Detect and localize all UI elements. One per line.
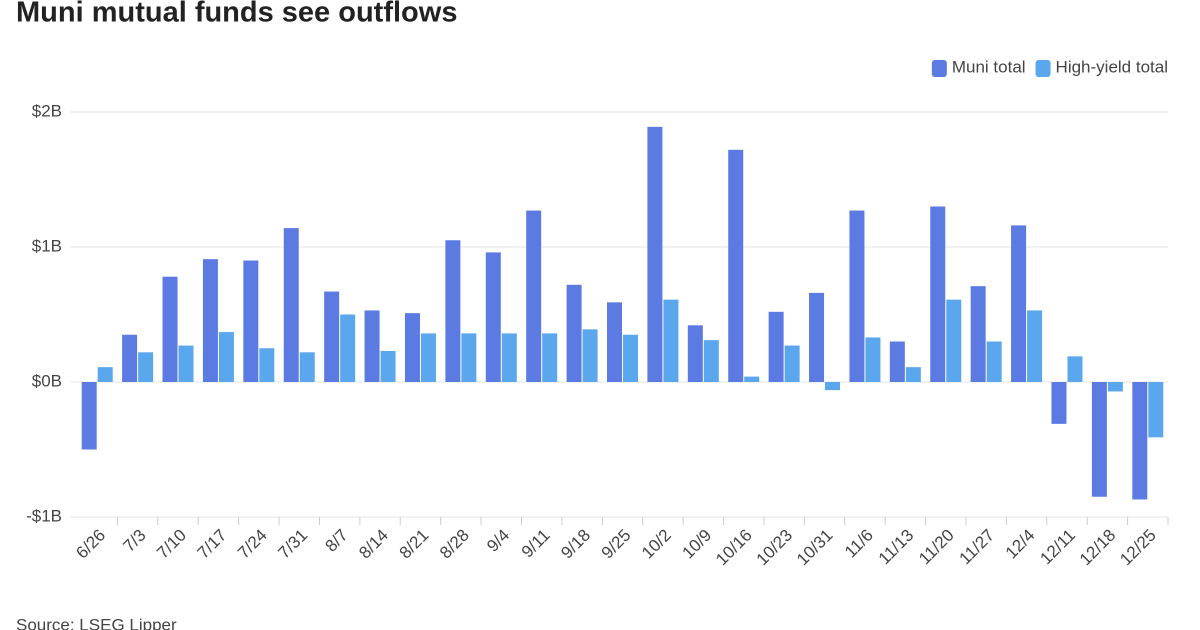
y-tick-label: $1B bbox=[32, 236, 62, 255]
bar bbox=[582, 329, 598, 382]
bar bbox=[404, 313, 420, 382]
x-tick-label: 7/10 bbox=[153, 526, 190, 563]
bar bbox=[138, 352, 154, 382]
bar bbox=[986, 341, 1002, 382]
x-tick-label: 7/3 bbox=[119, 526, 149, 556]
x-tick-label: 12/18 bbox=[1076, 526, 1120, 570]
bar bbox=[930, 206, 946, 382]
bar bbox=[768, 311, 784, 382]
bar bbox=[501, 333, 517, 382]
x-tick-label: 8/21 bbox=[396, 526, 433, 563]
bar bbox=[623, 334, 638, 382]
x-tick-label: 7/31 bbox=[274, 526, 311, 563]
x-tick-label: 10/23 bbox=[753, 526, 797, 570]
x-tick-label: 11/20 bbox=[915, 526, 958, 569]
x-tick-label: 8/7 bbox=[321, 526, 351, 556]
bar bbox=[243, 260, 259, 382]
bar bbox=[865, 337, 881, 382]
source: Source: LSEG Lipper bbox=[16, 615, 177, 630]
bar bbox=[647, 126, 663, 382]
bar bbox=[703, 340, 719, 382]
bar bbox=[202, 259, 218, 382]
legend-swatch bbox=[931, 60, 947, 77]
bar bbox=[1027, 310, 1043, 382]
x-tick-label: 9/18 bbox=[557, 526, 594, 563]
bar bbox=[324, 291, 340, 382]
bar bbox=[283, 228, 299, 382]
x-tick-label: 12/11 bbox=[1036, 526, 1079, 569]
x-tick-label: 11/6 bbox=[841, 526, 877, 562]
x-tick-label: 11/13 bbox=[875, 526, 918, 569]
bar bbox=[420, 333, 436, 382]
bar bbox=[485, 252, 501, 382]
y-tick-label: $2B bbox=[32, 101, 62, 120]
x-tick-label: 7/17 bbox=[194, 526, 231, 563]
bar bbox=[162, 276, 178, 382]
bar bbox=[1051, 382, 1067, 424]
x-tick-label: 8/14 bbox=[355, 526, 392, 563]
bar bbox=[1011, 225, 1027, 382]
x-tick-label: 12/4 bbox=[1002, 526, 1039, 563]
bar bbox=[1107, 382, 1123, 392]
bar bbox=[218, 332, 234, 382]
bar bbox=[299, 352, 315, 382]
bar bbox=[744, 376, 760, 382]
x-tick-label: 10/9 bbox=[678, 526, 715, 563]
legend-label: Muni total bbox=[952, 57, 1026, 76]
bar bbox=[380, 350, 396, 382]
bar bbox=[1067, 356, 1083, 382]
chart-title: Muni mutual funds see outflows bbox=[16, 0, 457, 29]
y-tick-label: -$1B bbox=[26, 506, 62, 525]
x-tick-label: 12/25 bbox=[1116, 526, 1160, 570]
bar bbox=[259, 348, 275, 382]
bar bbox=[784, 345, 800, 382]
bar bbox=[849, 210, 865, 382]
x-tick-label: 9/25 bbox=[598, 526, 635, 563]
bar bbox=[889, 341, 905, 382]
x-tick-label: 10/2 bbox=[638, 526, 675, 563]
x-tick-label: 9/11 bbox=[518, 526, 554, 562]
bar bbox=[178, 345, 194, 382]
bar bbox=[1132, 382, 1148, 500]
bar bbox=[946, 299, 962, 382]
x-tick-label: 9/4 bbox=[483, 526, 513, 556]
bar bbox=[122, 334, 138, 382]
x-tick-label: 6/26 bbox=[72, 526, 109, 563]
bar bbox=[607, 302, 622, 382]
bar bbox=[970, 286, 986, 382]
x-tick-label: 10/31 bbox=[793, 526, 837, 570]
bar bbox=[809, 292, 825, 382]
bar bbox=[1148, 382, 1164, 438]
bar bbox=[445, 240, 461, 382]
x-tick-label: 7/24 bbox=[234, 526, 271, 563]
legend-label: High-yield total bbox=[1056, 57, 1168, 76]
bar bbox=[461, 333, 477, 382]
x-tick-label: 10/16 bbox=[712, 526, 756, 570]
bar bbox=[526, 210, 542, 382]
bar bbox=[905, 367, 921, 382]
bar bbox=[728, 149, 744, 382]
bar bbox=[1091, 382, 1107, 497]
y-tick-label: $0B bbox=[32, 371, 62, 390]
bar bbox=[663, 299, 679, 382]
bar bbox=[542, 333, 558, 382]
bar bbox=[687, 325, 703, 382]
bar bbox=[81, 382, 97, 450]
bar bbox=[97, 367, 113, 382]
bar bbox=[340, 314, 356, 382]
x-tick-label: 8/28 bbox=[436, 526, 473, 563]
bar bbox=[825, 382, 841, 391]
bar bbox=[566, 284, 582, 382]
legend-swatch bbox=[1035, 60, 1051, 77]
bar bbox=[364, 310, 380, 382]
x-tick-label: 11/27 bbox=[956, 526, 999, 569]
